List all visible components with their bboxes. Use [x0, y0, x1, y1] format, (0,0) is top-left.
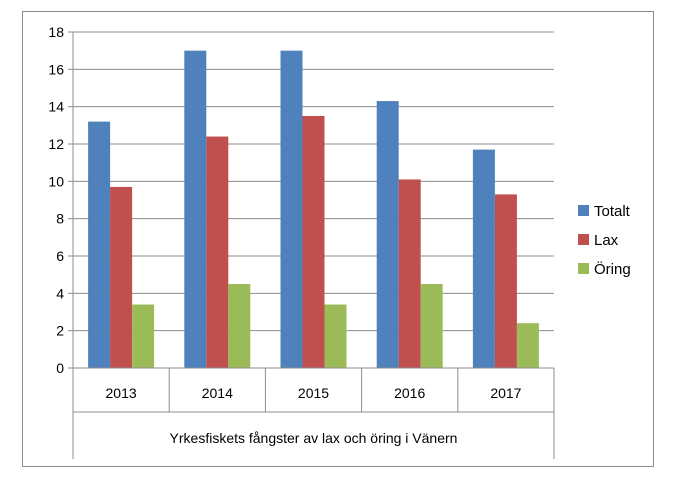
- bar--ring-2014: [228, 284, 251, 368]
- y-tick-label: 12: [48, 136, 64, 152]
- legend-label: Totalt: [594, 203, 631, 220]
- bar-totalt-2016: [376, 101, 399, 369]
- bar-totalt-2015: [280, 50, 303, 369]
- y-tick-label: 4: [56, 285, 64, 301]
- x-category-label: 2016: [394, 385, 425, 401]
- y-tick-label: 0: [56, 360, 64, 376]
- y-tick-label: 8: [56, 211, 64, 227]
- legend-swatch: [578, 263, 589, 274]
- bar--ring-2017: [516, 323, 539, 368]
- x-category-label: 2017: [490, 385, 521, 401]
- bar-totalt-2017: [472, 149, 495, 368]
- bar-lax-2016: [398, 179, 421, 368]
- y-tick-label: 2: [56, 323, 64, 339]
- bar-lax-2017: [494, 194, 517, 368]
- bar-lax-2013: [110, 186, 133, 368]
- bar-lax-2015: [302, 116, 325, 368]
- y-tick-label: 6: [56, 248, 64, 264]
- bar--ring-2016: [420, 284, 443, 368]
- bar--ring-2013: [132, 304, 155, 368]
- x-category-label: 2014: [202, 385, 233, 401]
- x-category-label: 2015: [298, 385, 329, 401]
- legend-swatch: [578, 234, 589, 245]
- y-tick-label: 16: [48, 61, 64, 77]
- legend-swatch: [578, 205, 589, 216]
- bar-totalt-2014: [184, 50, 207, 369]
- legend-label: Öring: [594, 260, 631, 278]
- bar-lax-2014: [206, 136, 229, 368]
- y-tick-label: 18: [48, 24, 64, 40]
- y-tick-label: 10: [48, 173, 64, 189]
- x-group-label: Yrkesfiskets fångster av lax och öring i…: [170, 430, 458, 446]
- bar-totalt-2013: [88, 121, 111, 368]
- x-category-label: 2013: [106, 385, 137, 401]
- y-tick-label: 14: [48, 99, 64, 115]
- legend-label: Lax: [594, 232, 619, 249]
- bar--ring-2015: [324, 304, 347, 368]
